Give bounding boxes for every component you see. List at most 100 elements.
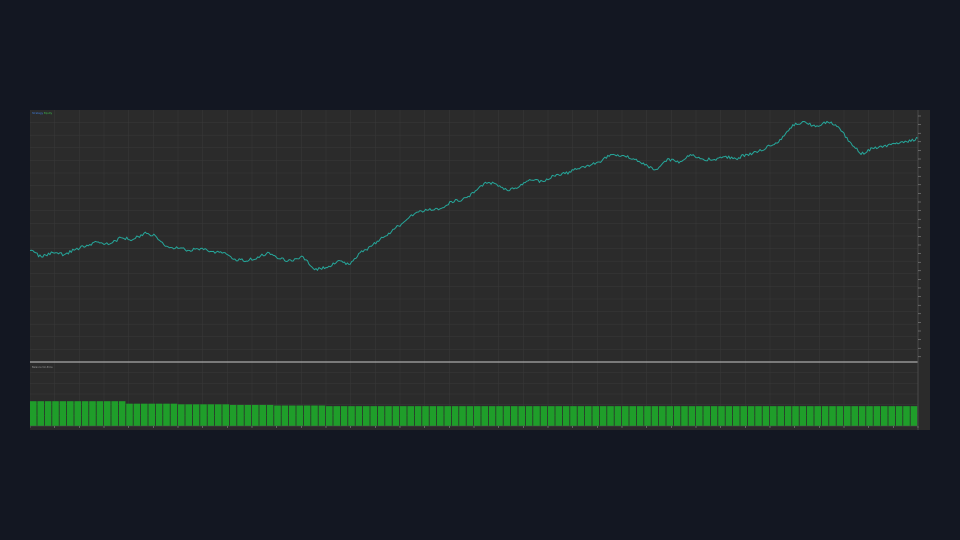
volume-bar — [355, 406, 363, 426]
equity-point — [280, 258, 281, 260]
volume-bar — [207, 404, 215, 426]
bottom-axis-ticks — [30, 426, 919, 428]
equity-point — [371, 245, 372, 247]
equity-point — [223, 252, 224, 253]
volume-bar — [688, 406, 696, 426]
volume-bar — [481, 406, 488, 426]
volume-bar — [222, 404, 229, 426]
panel-background — [30, 110, 930, 430]
equity-point — [143, 233, 145, 234]
volume-bar — [562, 406, 570, 426]
volume-bar — [414, 406, 422, 426]
equity-point — [166, 245, 167, 247]
equity-point — [98, 241, 99, 243]
equity-point — [701, 158, 702, 160]
volume-bar — [762, 406, 770, 426]
volume-bar — [858, 406, 866, 426]
price-grid — [30, 110, 919, 363]
volume-bar — [133, 403, 141, 426]
equity-point — [906, 141, 907, 142]
volume-bar — [318, 405, 326, 426]
equity-point — [450, 201, 452, 202]
volume-bar — [244, 404, 252, 426]
equity-point — [769, 145, 771, 147]
chart-svg: Strategy Equity Balance Vol-Price — [30, 110, 930, 430]
equity-point — [633, 158, 634, 160]
volume-bar — [511, 406, 518, 426]
equity-point — [883, 145, 885, 147]
equity-point — [792, 124, 794, 125]
volume-bar — [525, 406, 533, 426]
volume-bar — [74, 401, 81, 426]
volume-bar — [303, 405, 311, 426]
legend-equity: Equity — [44, 111, 53, 115]
equity-point — [564, 173, 566, 174]
equity-point — [712, 159, 714, 161]
equity-point — [52, 252, 54, 253]
volume-bar — [814, 406, 821, 426]
volume-bar — [821, 406, 829, 426]
volume-bar — [429, 406, 437, 426]
volume-bar — [666, 406, 673, 426]
volume-bar — [170, 403, 178, 426]
equity-point — [542, 180, 543, 182]
volume-bar — [89, 401, 96, 426]
equity-point — [416, 211, 418, 213]
volume-bar — [451, 406, 459, 426]
volume-bar — [540, 406, 548, 426]
volume-bar — [696, 406, 703, 426]
equity-point — [644, 164, 646, 166]
volume-bar — [266, 404, 274, 426]
equity-point — [382, 237, 384, 238]
equity-point — [576, 169, 577, 170]
volume-bar — [733, 406, 740, 426]
equity-point — [439, 208, 441, 210]
equity-point — [655, 169, 657, 170]
equity-point — [348, 264, 350, 265]
equity-point — [530, 179, 532, 181]
volume-bar — [44, 401, 52, 426]
volume-bar — [703, 406, 710, 426]
equity-point — [405, 220, 406, 221]
volume-bar — [259, 404, 266, 426]
volume-bar — [385, 406, 392, 426]
equity-point — [428, 209, 429, 211]
equity-point — [610, 154, 611, 155]
volume-bar — [370, 406, 377, 426]
volume-bar — [333, 406, 340, 426]
volume-bar — [496, 406, 503, 426]
volume-bar — [888, 406, 895, 426]
equity-point — [257, 256, 258, 258]
volume-bar — [844, 406, 851, 426]
volume-bar — [585, 406, 592, 426]
equity-point — [120, 237, 122, 238]
equity-point — [132, 239, 133, 241]
volume-bar — [873, 406, 881, 426]
volume-bar — [903, 406, 910, 426]
volume-bars — [30, 401, 918, 426]
equity-point — [462, 199, 463, 200]
volume-bar — [681, 406, 688, 426]
equity-point — [325, 267, 327, 268]
volume-bar — [614, 406, 622, 426]
volume-bar — [67, 401, 74, 426]
volume-bar — [392, 406, 400, 426]
volume-bar — [607, 406, 614, 426]
volume-bar — [792, 406, 799, 426]
volume-bar — [659, 406, 666, 426]
volume-bar — [126, 403, 133, 426]
equity-point — [826, 121, 828, 122]
volume-bar — [488, 406, 496, 426]
volume-bar — [644, 406, 651, 426]
volume-bar — [755, 406, 762, 426]
equity-point — [75, 249, 76, 250]
volume-bar — [555, 406, 562, 426]
equity-point — [781, 139, 782, 140]
volume-bar — [252, 404, 259, 426]
volume-bar — [59, 401, 67, 426]
volume-bar — [340, 406, 348, 426]
volume-bar — [377, 406, 385, 426]
volume-bar — [799, 406, 807, 426]
volume-bar — [215, 404, 222, 426]
equity-point — [268, 252, 270, 253]
